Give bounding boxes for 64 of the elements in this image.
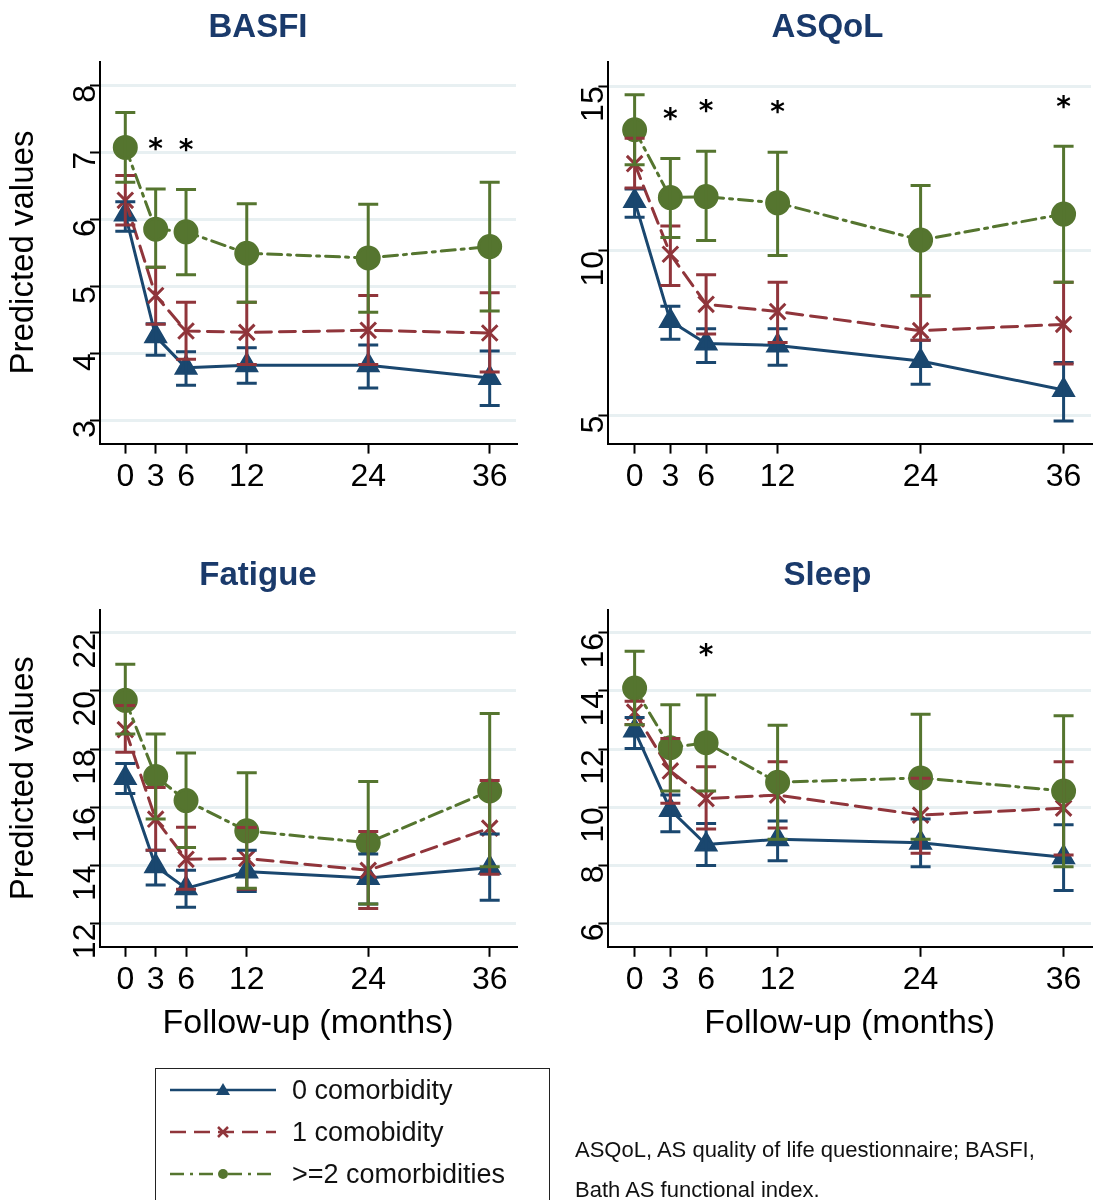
y-tick-label: 8 <box>574 865 611 884</box>
x-tick-label: 6 <box>697 456 716 493</box>
annotation: * <box>148 132 164 166</box>
y-tick-label: 3 <box>65 420 102 438</box>
x-tick-label: 24 <box>350 456 387 493</box>
y-tick-label: 20 <box>65 690 102 727</box>
legend-label: 1 comobidity <box>292 1116 444 1148</box>
y-tick-label: 16 <box>65 807 102 843</box>
annotation: * <box>698 94 714 128</box>
annotation: * <box>178 132 194 166</box>
y-tick-label: 14 <box>574 690 611 727</box>
y-tick-label: 10 <box>574 807 611 843</box>
y-axis-title: Predicted values <box>2 130 40 375</box>
y-tick-label: 10 <box>574 250 611 287</box>
chart-title: ASQoL <box>771 6 884 44</box>
x-tick-label: 36 <box>471 959 508 996</box>
x-tick-label: 36 <box>1045 959 1082 996</box>
annotation: * <box>770 95 786 129</box>
x-tick-label: 12 <box>759 456 796 493</box>
y-tick-label: 4 <box>65 353 102 371</box>
x-tick-label: 12 <box>228 959 265 996</box>
y-tick-label: 6 <box>574 923 611 942</box>
x-tick-label: 24 <box>902 959 939 996</box>
y-tick-label: 22 <box>65 632 102 669</box>
y-tick-label: 6 <box>65 219 102 237</box>
y-tick-label: 5 <box>65 286 102 304</box>
legend-label: 0 comorbidity <box>292 1074 453 1106</box>
x-tick-label: 24 <box>902 456 939 493</box>
x-tick-label: 3 <box>661 456 680 493</box>
annotation: * <box>663 101 679 135</box>
annotation: * <box>698 638 714 672</box>
x-tick-label: 0 <box>625 959 644 996</box>
y-tick-label: 18 <box>65 749 102 785</box>
chart-title: Fatigue <box>199 554 317 592</box>
x-tick-label: 36 <box>471 456 508 493</box>
x-tick-label: 6 <box>697 959 716 996</box>
x-tick-label: 0 <box>116 959 135 996</box>
chart-title: BASFI <box>208 6 308 44</box>
annotation: * <box>1056 89 1072 123</box>
chart-title: Sleep <box>783 554 872 592</box>
y-tick-label: 5 <box>574 415 611 434</box>
x-tick-label: 12 <box>759 959 796 996</box>
x-tick-label: 0 <box>625 456 644 493</box>
x-tick-label: 24 <box>350 959 387 996</box>
x-tick-label: 36 <box>1045 456 1082 493</box>
y-tick-label: 14 <box>65 865 102 901</box>
y-axis-title: Predicted values <box>2 656 40 901</box>
legend-label: >=2 comorbidities <box>292 1158 506 1190</box>
y-tick-label: 12 <box>65 923 102 960</box>
x-tick-label: 12 <box>228 456 265 493</box>
x-axis-title: Follow-up (months) <box>704 1001 996 1040</box>
y-tick-label: 16 <box>574 632 611 669</box>
x-tick-label: 3 <box>146 959 165 996</box>
x-tick-label: 6 <box>177 456 195 493</box>
y-tick-label: 15 <box>574 86 611 122</box>
y-tick-label: 7 <box>65 152 102 170</box>
x-tick-label: 6 <box>177 959 195 996</box>
x-axis-title: Follow-up (months) <box>162 1001 454 1040</box>
x-tick-label: 3 <box>661 959 680 996</box>
y-tick-label: 12 <box>574 749 611 785</box>
text: ASQoL, AS quality of life questionnaire; BASFI, Bath AS functional index. <box>575 1136 1036 1200</box>
x-tick-label: 0 <box>116 456 135 493</box>
y-tick-label: 8 <box>65 85 102 103</box>
x-tick-label: 3 <box>146 456 165 493</box>
